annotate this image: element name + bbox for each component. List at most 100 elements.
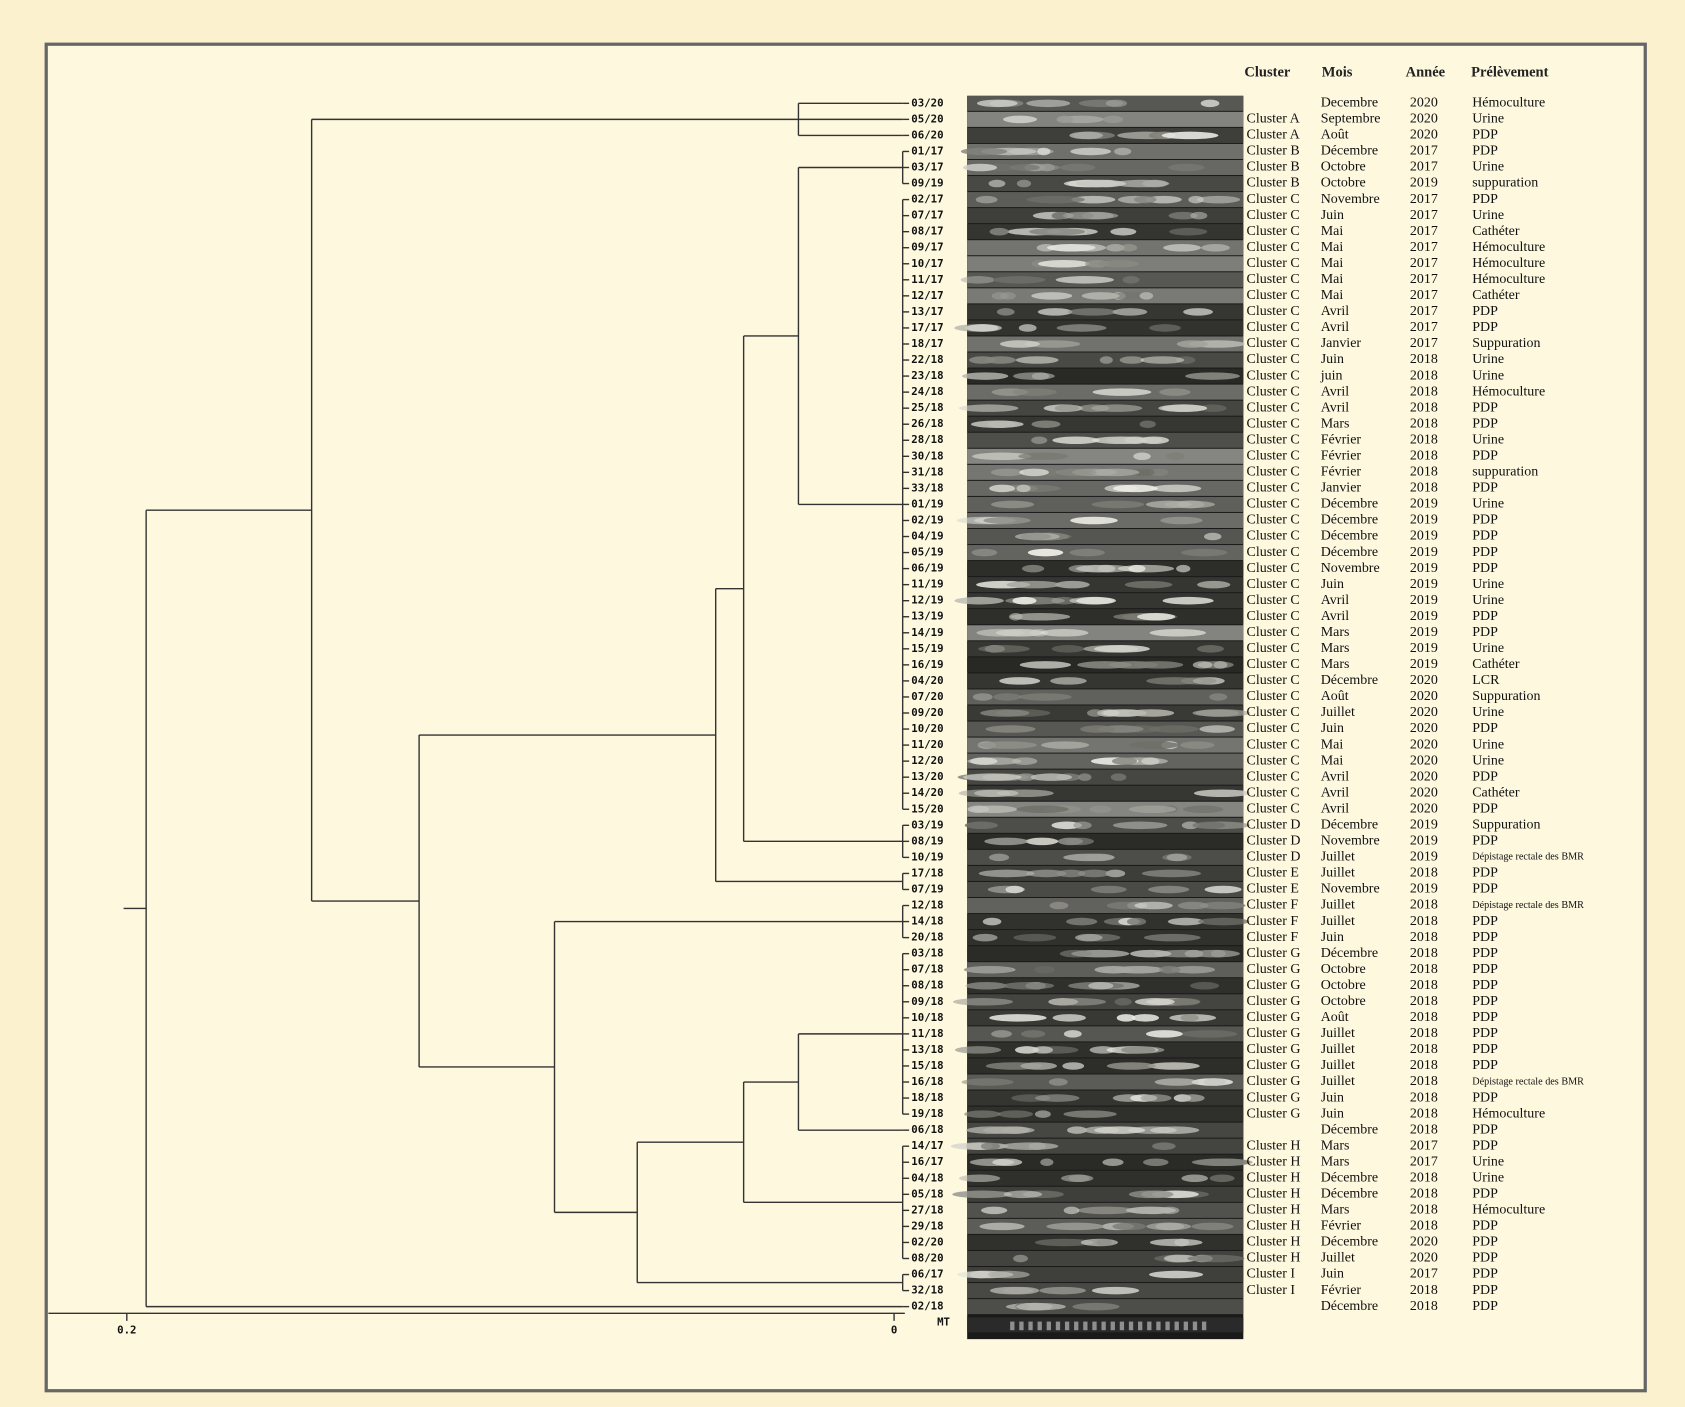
gel-band [955, 597, 1004, 605]
cluster: Cluster C [1247, 224, 1300, 239]
sample-id: 16/18 [911, 1075, 943, 1088]
annee: 2018 [1410, 1187, 1438, 1202]
prelevement: PDP [1472, 1267, 1498, 1282]
prelevement: Urine [1472, 160, 1504, 175]
gel-band [1052, 645, 1085, 653]
cluster: Cluster G [1247, 1106, 1301, 1121]
annee: 2018 [1410, 1219, 1438, 1234]
gel-band [1117, 1014, 1136, 1022]
annee: 2018 [1410, 914, 1438, 929]
mois: Décembre [1321, 545, 1378, 560]
mois: Juillet [1321, 866, 1355, 881]
gel-band [952, 1191, 1012, 1199]
gel-band [1190, 982, 1219, 990]
prelevement: Urine [1472, 497, 1504, 512]
sample-id: 17/17 [911, 321, 943, 334]
cluster: Cluster I [1247, 1283, 1296, 1298]
prelevement: Hémoculture [1472, 384, 1545, 399]
sample-id: 05/18 [911, 1187, 943, 1200]
mois: Avril [1321, 304, 1350, 319]
cluster: Cluster G [1247, 1042, 1301, 1057]
cluster: Cluster A [1247, 128, 1300, 143]
sample-id: 25/18 [911, 401, 943, 414]
sample-id: 14/20 [911, 786, 943, 799]
gel-band [1078, 404, 1109, 412]
gel-band [970, 806, 1017, 814]
gel-band [1034, 966, 1055, 974]
gel-band [1090, 806, 1112, 814]
gel-band [1149, 725, 1198, 733]
marker-band [1202, 1322, 1206, 1331]
gel-band [991, 1030, 1012, 1038]
mois: Juillet [1321, 1074, 1355, 1089]
marker-band [1156, 1322, 1160, 1331]
sample-id: 01/19 [911, 497, 943, 510]
gel-band [1163, 244, 1201, 252]
mois: Avril [1321, 384, 1350, 399]
prelevement: PDP [1472, 978, 1498, 993]
mois: Mai [1321, 224, 1344, 239]
prelevement: PDP [1472, 144, 1498, 159]
gel-band [1100, 356, 1113, 364]
gel-band [1031, 436, 1047, 444]
gel-band [1063, 1110, 1116, 1118]
gel-band [1183, 308, 1213, 316]
sample-id: 12/19 [911, 594, 943, 607]
gel-band [1135, 998, 1175, 1006]
cluster: Cluster C [1247, 593, 1300, 608]
annee: 2018 [1410, 481, 1438, 496]
gel-band [1005, 886, 1023, 894]
sample-id: 18/17 [911, 337, 943, 350]
cluster: Cluster B [1247, 176, 1300, 191]
cluster: Cluster H [1247, 1154, 1301, 1169]
mois: Décembre [1321, 144, 1378, 159]
annee: 2018 [1410, 946, 1438, 961]
sample-id: 12/18 [911, 899, 943, 912]
cluster: Cluster C [1247, 673, 1300, 688]
gel-band [1163, 597, 1214, 605]
cluster: Cluster C [1247, 753, 1300, 768]
gel-band [1164, 501, 1215, 509]
marker-band [1165, 1322, 1169, 1331]
gel-band [1057, 324, 1107, 332]
cluster: Cluster C [1247, 769, 1300, 784]
cluster: Cluster H [1247, 1170, 1301, 1185]
gel-band [1032, 420, 1061, 428]
mois: Juin [1321, 930, 1344, 945]
sample-id: 18/18 [911, 1091, 943, 1104]
gel-band [985, 725, 1035, 733]
annee: 2019 [1410, 497, 1438, 512]
cluster: Cluster F [1247, 898, 1299, 913]
gel-band [1068, 308, 1118, 316]
prelevement: PDP [1472, 1219, 1498, 1234]
gel-band [1050, 902, 1069, 910]
gel-band [1021, 1030, 1045, 1038]
gel-band [1019, 469, 1049, 477]
gel-band [1150, 1239, 1203, 1247]
gel-band [965, 324, 998, 332]
gel-band [1013, 1255, 1028, 1263]
gel-band [1149, 1271, 1203, 1279]
header-mois: Mois [1322, 65, 1353, 81]
cluster: Cluster C [1247, 721, 1300, 736]
gel-band [1123, 276, 1140, 284]
cluster: Cluster C [1247, 705, 1300, 720]
gel-band [1016, 356, 1059, 364]
cluster: Cluster C [1247, 641, 1300, 656]
gel-band [1177, 340, 1208, 348]
sample-id: 27/18 [911, 1203, 943, 1216]
gel-band [1064, 1030, 1082, 1038]
sample-id: 09/20 [911, 706, 943, 719]
mois: Août [1321, 1010, 1349, 1025]
annee: 2017 [1410, 192, 1438, 207]
gel-band [974, 789, 1018, 797]
gel-band [1017, 180, 1031, 188]
prelevement: PDP [1472, 1299, 1498, 1314]
gel-band [1026, 838, 1059, 846]
gel-band [1130, 950, 1171, 958]
gel-band [1019, 693, 1072, 701]
annee: 2019 [1410, 529, 1438, 544]
gel-band [1037, 148, 1050, 156]
prelevement: Suppuration [1472, 818, 1540, 833]
gel-band [1183, 806, 1223, 814]
